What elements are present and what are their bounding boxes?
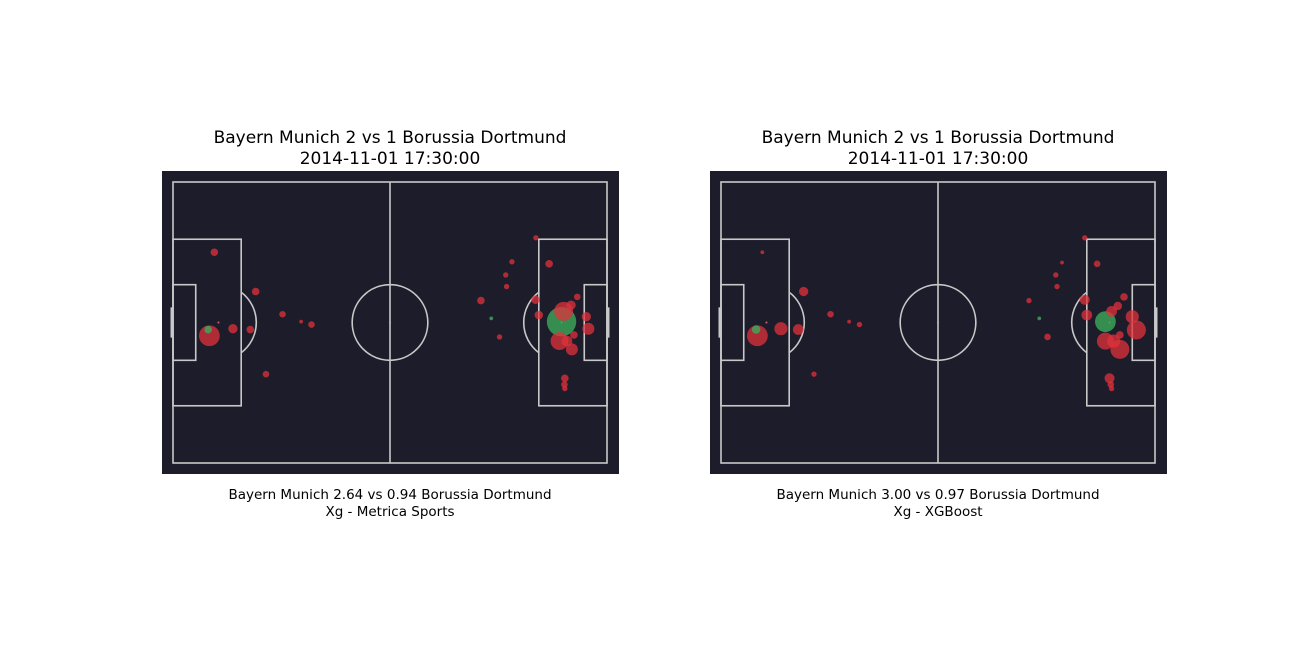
chart-panel-metrica: Bayern Munich 2 vs 1 Borussia Dortmund 2… (116, 0, 664, 648)
shot-marker (477, 296, 485, 305)
shot-marker (1107, 334, 1121, 348)
chart-title-line2: 2014-11-01 17:30:00 (847, 149, 1029, 169)
shot-marker (1113, 301, 1123, 311)
shot-marker (827, 310, 834, 318)
shot-marker (792, 324, 804, 335)
pitch-plot (162, 171, 619, 474)
shot-marker (509, 259, 515, 265)
shot-marker (1126, 320, 1146, 340)
shot-marker (799, 286, 809, 297)
chart-title-line2: 2014-11-01 17:30:00 (299, 149, 481, 169)
shot-marker (198, 325, 220, 347)
shot-marker (765, 321, 768, 324)
shot-marker (534, 310, 544, 320)
chart-caption-line1: Bayern Munich 2.64 vs 0.94 Borussia Dort… (228, 487, 552, 503)
shot-marker (533, 235, 539, 241)
pitch-plot (710, 171, 1167, 474)
centre-circle (899, 283, 977, 362)
shot-marker (856, 321, 863, 328)
shot-marker (573, 293, 581, 301)
shot-marker (760, 250, 765, 255)
penalty-arc-left (788, 291, 806, 354)
shot-marker (503, 283, 510, 290)
shot-marker (531, 295, 540, 305)
centre-circle (351, 283, 429, 362)
shot-marker (566, 300, 576, 310)
shot-marker (774, 322, 788, 336)
shot-marker (561, 381, 568, 388)
shot-marker (1026, 297, 1032, 304)
shot-marker (847, 319, 852, 324)
shot-marker (251, 287, 260, 296)
goal-marker (489, 316, 494, 321)
shot-marker (1125, 310, 1139, 324)
goal-marker (204, 325, 212, 334)
shot-marker (299, 319, 304, 324)
shot-marker (561, 374, 569, 383)
shot-marker (1093, 260, 1101, 268)
goal-marker (751, 325, 761, 334)
shot-marker (1081, 309, 1093, 321)
shot-marker (1044, 333, 1051, 341)
shot-marker (262, 370, 270, 378)
shot-marker (1104, 373, 1115, 384)
shot-marker (1116, 331, 1124, 339)
shot-marker (562, 385, 568, 392)
chart-panel-xgboost: Bayern Munich 2 vs 1 Borussia Dortmund 2… (664, 0, 1212, 648)
shot-marker (210, 248, 219, 257)
shot-marker (1108, 385, 1115, 392)
shot-marker (308, 321, 315, 328)
chart-title-line1: Bayern Munich 2 vs 1 Borussia Dortmund (213, 128, 567, 148)
shot-marker (1054, 283, 1060, 290)
shot-marker (228, 324, 238, 334)
shot-marker (1120, 293, 1128, 301)
shot-marker (1060, 260, 1064, 265)
chart-caption-line2: Xg - XGBoost (893, 504, 983, 520)
shot-marker (581, 312, 591, 322)
shot-marker (246, 325, 255, 334)
shot-marker (1079, 294, 1090, 305)
centre-spot (389, 321, 391, 324)
shot-marker (503, 272, 509, 278)
shot-marker (279, 310, 286, 318)
shot-marker (545, 260, 553, 268)
shot-marker (561, 335, 573, 347)
shot-marker (570, 331, 578, 339)
penalty-arc-left (240, 291, 258, 354)
shot-marker (565, 343, 578, 356)
goal-marker (1037, 316, 1042, 321)
shot-marker (1053, 272, 1059, 278)
shot-marker (1082, 235, 1088, 241)
chart-caption-line1: Bayern Munich 3.00 vs 0.97 Borussia Dort… (776, 487, 1100, 503)
chart-title-line1: Bayern Munich 2 vs 1 Borussia Dortmund (761, 128, 1115, 148)
chart-caption-line2: Xg - Metrica Sports (325, 504, 455, 520)
shot-marker (217, 321, 220, 324)
shot-marker (582, 322, 595, 335)
centre-spot (937, 321, 939, 324)
shot-marker (1106, 305, 1117, 317)
shot-marker (811, 371, 817, 377)
shot-marker (496, 334, 503, 340)
